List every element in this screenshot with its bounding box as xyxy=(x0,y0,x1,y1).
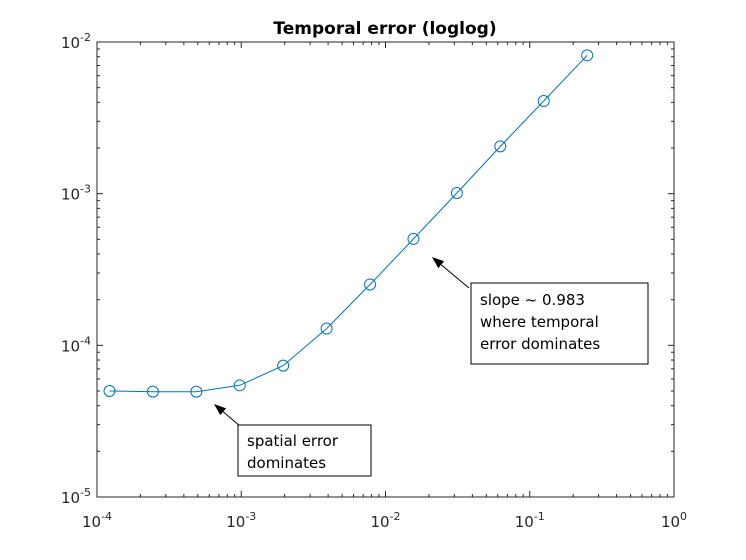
data-point xyxy=(103,384,116,397)
annotation-arrow-line xyxy=(440,264,470,289)
y-tick-label: 10-3 xyxy=(61,183,91,204)
data-point xyxy=(450,187,463,200)
annotation-box xyxy=(237,424,372,477)
data-point xyxy=(190,385,203,398)
x-tick-label: 100 xyxy=(661,510,687,531)
data-point xyxy=(320,322,333,335)
data-point xyxy=(146,385,159,398)
data-point xyxy=(364,278,377,291)
x-tick-label: 10-4 xyxy=(82,510,112,531)
y-tick-label: 10-2 xyxy=(61,31,91,52)
data-point xyxy=(233,379,246,392)
data-point xyxy=(537,95,550,108)
data-point xyxy=(277,359,290,372)
x-tick-label: 10-1 xyxy=(515,510,545,531)
x-tick-label: 10-3 xyxy=(226,510,256,531)
annotation-text: spatial error dominates xyxy=(247,432,339,472)
annotation-arrow-line xyxy=(222,411,241,427)
annotation-arrow-head xyxy=(214,404,227,416)
y-tick-label: 10-5 xyxy=(61,486,91,507)
data-point xyxy=(407,232,420,245)
annotation-box xyxy=(470,282,649,365)
plot-area xyxy=(97,42,674,497)
data-point xyxy=(581,49,594,62)
annotation-text: slope ~ 0.983 where temporal error dominat… xyxy=(480,291,600,353)
x-tick-label: 10-2 xyxy=(370,510,400,531)
data-point xyxy=(494,140,507,153)
y-tick-label: 10-4 xyxy=(61,334,91,355)
chart-title: Temporal error (loglog) xyxy=(273,19,496,39)
series-line xyxy=(109,54,588,393)
annotation-arrow-head xyxy=(432,257,445,269)
